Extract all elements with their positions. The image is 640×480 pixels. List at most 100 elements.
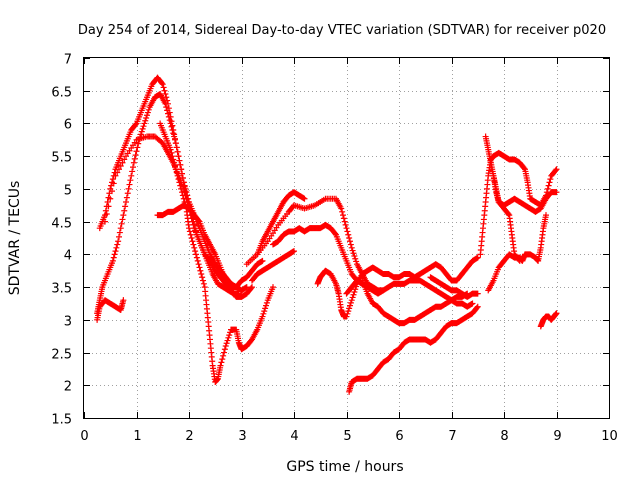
data-point [142, 117, 149, 124]
data-point [345, 308, 352, 315]
data-point [191, 221, 198, 228]
data-point [349, 247, 356, 254]
y-tick-label: 3.5 [51, 282, 72, 297]
data-point [223, 340, 230, 347]
x-tick-label: 7 [448, 429, 456, 444]
data-point [545, 182, 552, 189]
data-point [170, 156, 177, 163]
data-point [196, 264, 203, 271]
data-point [179, 170, 185, 177]
data-point [301, 195, 308, 202]
data-point [474, 290, 481, 297]
data-point [351, 289, 358, 295]
data-point [123, 194, 130, 201]
data-point [166, 117, 173, 124]
series-arc-8 [249, 248, 297, 284]
data-point [143, 115, 150, 121]
y-tick-label: 5 [64, 184, 72, 199]
data-point [120, 212, 127, 219]
data-point [553, 189, 560, 196]
y-tick-label: 1.5 [51, 413, 72, 428]
data-point [263, 302, 269, 309]
data-point [126, 181, 133, 188]
data-point [346, 305, 353, 312]
data-point [553, 310, 560, 317]
data-point [124, 190, 131, 197]
data-point [112, 172, 119, 179]
data-point [351, 253, 358, 259]
data-point [199, 274, 206, 281]
data-point [163, 104, 170, 111]
data-point [197, 267, 204, 274]
series-arc-18 [485, 212, 549, 294]
data-point [114, 169, 121, 176]
data-point [182, 188, 189, 195]
data-point [179, 192, 186, 199]
data-point [553, 166, 560, 173]
data-point [248, 285, 255, 292]
data-point [104, 199, 111, 205]
data-point [190, 218, 197, 225]
x-tick-label: 8 [500, 429, 508, 444]
data-point [171, 159, 178, 166]
data-point [193, 251, 199, 258]
data-point [340, 215, 347, 222]
data-point [291, 248, 297, 255]
data-point [218, 359, 225, 366]
data-point [135, 140, 142, 147]
data-point [168, 149, 175, 156]
y-tick-label: 6 [64, 118, 72, 133]
data-point [117, 163, 124, 169]
data-point [189, 238, 196, 245]
series-arc-19 [490, 172, 523, 264]
data-point [343, 225, 350, 232]
y-tick-label: 2.5 [51, 348, 72, 363]
series-arc-15 [427, 274, 481, 300]
data-point [195, 261, 202, 268]
data-point [270, 284, 276, 291]
series-arc-17 [482, 133, 560, 215]
data-point [114, 241, 121, 248]
data-point [144, 109, 151, 116]
data-point [165, 113, 172, 120]
data-point [116, 233, 122, 240]
data-point [134, 144, 141, 151]
data-point [350, 291, 357, 298]
data-point [164, 107, 171, 114]
series-arc-13 [359, 277, 471, 327]
series-arc-9 [254, 189, 308, 258]
data-point [473, 304, 480, 311]
x-tick-label: 1 [133, 429, 141, 444]
data-point [173, 144, 180, 151]
data-point [261, 308, 268, 315]
data-point [172, 163, 178, 169]
data-point [175, 153, 182, 160]
data-point [173, 169, 180, 176]
data-point [141, 120, 148, 127]
data-point [172, 166, 179, 173]
data-point [262, 305, 269, 312]
data-point [137, 131, 144, 138]
data-point [552, 167, 559, 174]
data-point [225, 334, 232, 341]
data-point [176, 179, 183, 186]
data-point [515, 256, 522, 263]
series-arc-20 [537, 310, 560, 330]
axis-ticks [84, 58, 610, 419]
data-point [192, 225, 199, 232]
data-point [115, 238, 122, 245]
data-point [181, 199, 188, 205]
data-point [105, 203, 112, 210]
data-point [167, 120, 174, 127]
data-point [103, 211, 110, 217]
data-point [161, 87, 168, 94]
data-point [352, 286, 359, 293]
data-point [102, 218, 108, 225]
data-point [186, 228, 193, 235]
data-point [474, 303, 481, 310]
data-point [187, 231, 194, 238]
data-point [193, 228, 199, 235]
data-point [168, 123, 175, 130]
data-point [119, 159, 126, 166]
